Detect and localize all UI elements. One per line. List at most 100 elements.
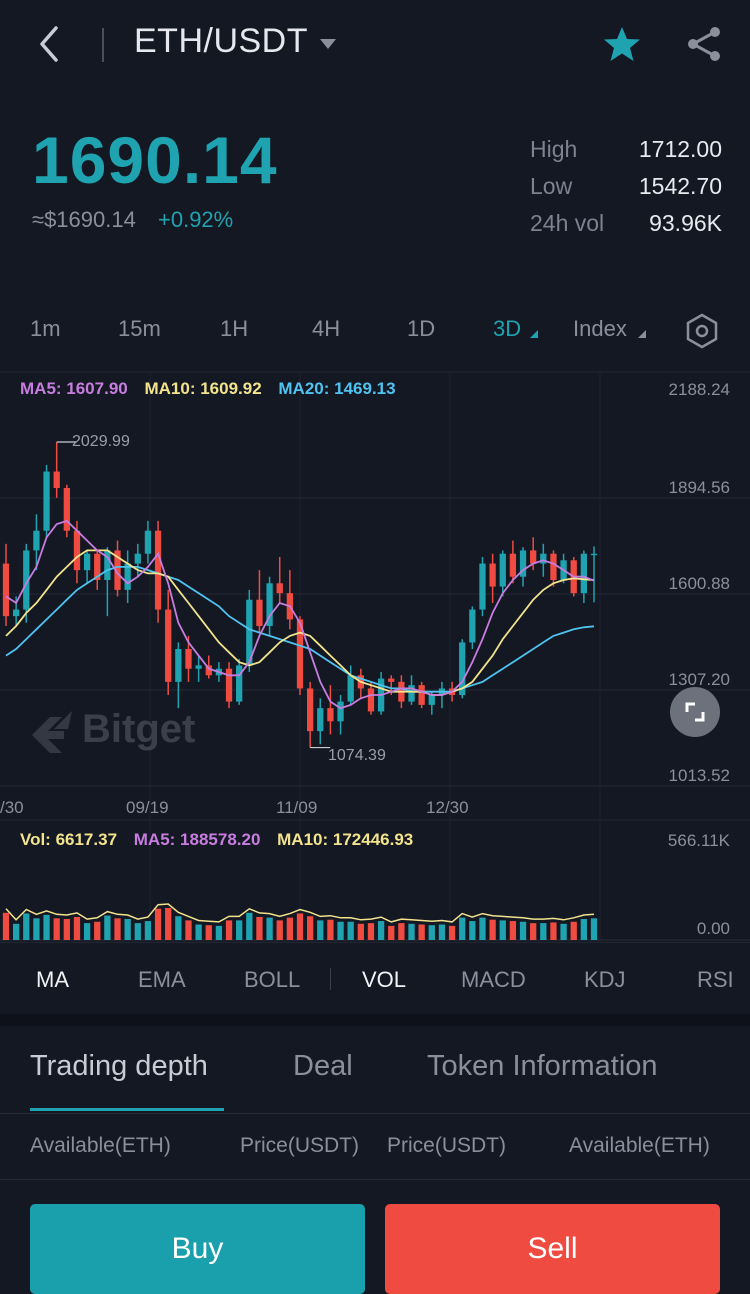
volume-bar	[236, 920, 243, 940]
interval-15m[interactable]: 15m	[118, 316, 161, 341]
interval-1m[interactable]: 1m	[30, 316, 61, 341]
volume-bar	[418, 924, 425, 940]
pair-selector[interactable]: ETH/USDT	[134, 22, 308, 60]
volume-bar	[530, 923, 537, 940]
active-tab-indicator	[30, 1108, 224, 1111]
stat-low: Low 1542.70	[530, 173, 722, 210]
candle-body	[489, 563, 496, 587]
volume-bar	[134, 923, 141, 940]
candle-body	[63, 487, 70, 531]
indicator-ema[interactable]: EMA	[138, 967, 186, 992]
header-divider	[102, 28, 104, 62]
price-change: +0.92%	[158, 207, 234, 232]
interval-index[interactable]: Index	[573, 316, 627, 341]
volume-bar	[367, 923, 375, 940]
candle-body	[195, 665, 202, 669]
volume-bar	[357, 923, 364, 940]
volume-bar	[215, 925, 223, 940]
volume-bar	[205, 925, 212, 940]
indicator-rsi[interactable]: RSI	[697, 967, 734, 992]
volume-bar	[499, 920, 506, 940]
candle-body	[509, 553, 517, 577]
stat-volume: 24h vol 93.96K	[530, 210, 722, 247]
candle-body	[114, 550, 121, 590]
interval-1h[interactable]: 1H	[220, 316, 249, 341]
indicator-macd[interactable]: MACD	[461, 967, 526, 992]
ma10-legend: MA10: 1609.92	[144, 379, 262, 398]
candle-body	[459, 642, 466, 696]
volume-bar	[296, 913, 304, 940]
volume-bar	[144, 921, 152, 940]
candle-body	[306, 688, 314, 732]
interval-3d[interactable]: 3D	[493, 316, 522, 341]
candle-body	[590, 553, 598, 556]
buy-button[interactable]: Buy	[30, 1204, 365, 1294]
candle-body	[408, 685, 415, 702]
candle-body	[43, 471, 50, 531]
volume-bar	[165, 908, 172, 940]
volume-bar	[327, 919, 334, 940]
volume-bar	[317, 920, 324, 940]
expand-button[interactable]	[670, 687, 720, 737]
indicator-boll[interactable]: BOLL	[244, 967, 301, 992]
candle-body	[144, 530, 152, 554]
candle-body	[12, 609, 20, 617]
volume-bar	[428, 925, 435, 940]
y-tick: 2188.24	[668, 380, 730, 399]
candle-body	[276, 583, 283, 594]
volume-bar	[104, 915, 111, 940]
star-icon[interactable]	[602, 24, 642, 64]
candle-body	[185, 649, 192, 669]
usd-price: ≈$1690.14	[32, 207, 136, 232]
candle-body	[327, 708, 334, 722]
last-price: 1690.14	[32, 123, 278, 197]
interval-bar: 1m 15m 1H 4H 1D 3D Index	[0, 300, 750, 360]
volume-bar	[306, 916, 314, 940]
volume-bar	[540, 923, 547, 940]
volume-bar	[63, 919, 70, 940]
triangle-icon	[530, 330, 538, 338]
indicator-ma[interactable]: MA	[36, 967, 69, 992]
interval-1d[interactable]: 1D	[407, 316, 436, 341]
candle-body	[296, 619, 304, 689]
volume-bar	[519, 921, 527, 940]
volume-bar	[570, 921, 577, 940]
indicator-kdj[interactable]: KDJ	[584, 967, 626, 992]
tab-deal[interactable]: Deal	[293, 1050, 353, 1082]
top-bar: ETH/USDT	[0, 0, 750, 90]
candle-body	[205, 665, 212, 676]
interval-4h[interactable]: 4H	[312, 316, 341, 341]
bitget-logo-icon	[32, 711, 72, 753]
candle-body	[104, 550, 111, 581]
volume-bar	[560, 923, 567, 940]
tab-trading-depth[interactable]: Trading depth	[30, 1050, 208, 1082]
triangle-icon	[638, 330, 646, 338]
chevron-left-icon[interactable]	[30, 22, 70, 66]
share-icon[interactable]	[684, 24, 724, 64]
candle-body	[94, 553, 101, 581]
tab-token-information[interactable]: Token Information	[427, 1050, 658, 1082]
indicator-vol[interactable]: VOL	[362, 967, 407, 992]
caret-down-icon[interactable]	[318, 36, 338, 52]
volume-bar	[33, 918, 40, 940]
hexagon-settings-icon[interactable]	[684, 313, 720, 349]
x-tick: 12/30	[426, 798, 469, 817]
volume-bar	[185, 920, 192, 940]
candle-body	[175, 649, 182, 682]
candle-body	[23, 550, 30, 610]
volume-bar	[398, 923, 405, 940]
stat-label: High	[530, 136, 578, 162]
volume-bar	[53, 918, 60, 940]
volume-bar	[347, 921, 354, 940]
volume-bar	[388, 925, 395, 940]
sell-button[interactable]: Sell	[385, 1204, 720, 1294]
price-chart[interactable]	[0, 360, 750, 942]
volume-bar	[246, 912, 253, 940]
candle-body	[540, 553, 547, 564]
candle-body	[519, 550, 527, 577]
volume-bar	[124, 919, 131, 940]
y-tick: 1307.20	[668, 670, 730, 689]
candle-body	[530, 550, 537, 564]
volume-bar	[12, 923, 20, 940]
volume-legend: Vol: 6617.37 MA5: 188578.20 MA10: 172446…	[20, 830, 425, 850]
